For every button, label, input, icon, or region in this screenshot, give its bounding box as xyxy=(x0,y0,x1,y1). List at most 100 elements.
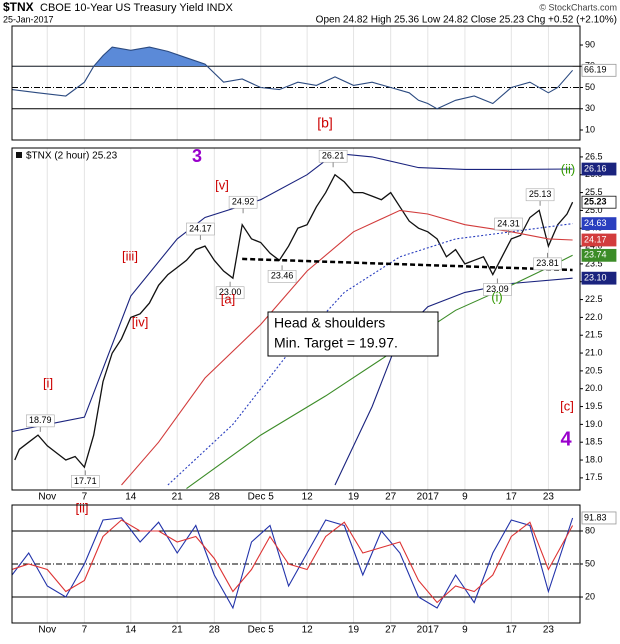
y-tick-label: 90 xyxy=(585,39,595,49)
wave-label: [iii] xyxy=(122,248,138,263)
x-tick-label: Dec 5 xyxy=(248,625,275,636)
y-tick-label: 20 xyxy=(585,591,595,601)
y-tick-label: 50 xyxy=(585,558,595,568)
x-tick-label: 17 xyxy=(506,625,518,636)
series-line xyxy=(12,517,574,610)
plot xyxy=(12,505,580,623)
end-tag xyxy=(581,248,617,262)
series-line xyxy=(12,519,574,604)
wave-label: [v] xyxy=(215,177,229,192)
wave-label: [ii] xyxy=(76,500,89,515)
series-line xyxy=(121,209,573,486)
x-tick-label: 17 xyxy=(506,492,518,503)
wave-label: (i) xyxy=(491,289,503,304)
symbol: $TNX xyxy=(3,0,34,14)
wave-label: 4 xyxy=(560,428,572,450)
end-tag xyxy=(581,217,617,231)
y-tick-label: 21.0 xyxy=(585,347,603,357)
end-tag-label: 23.74 xyxy=(584,250,607,260)
end-tag-label: 24.63 xyxy=(584,218,607,228)
end-tag-label: 23.10 xyxy=(584,273,607,283)
point-label-box xyxy=(533,257,562,271)
panel-frame xyxy=(11,147,581,491)
plot xyxy=(12,26,580,140)
panel-frame xyxy=(11,25,581,141)
point-label: 26.21 xyxy=(322,151,345,161)
x-tick-label: Dec 5 xyxy=(248,492,275,503)
y-tick-label: 50 xyxy=(585,82,595,92)
point-label-box xyxy=(228,195,258,209)
point-label-box xyxy=(26,414,55,428)
y-tick-label: 10 xyxy=(585,124,595,134)
y-tick-label: 30 xyxy=(585,103,595,113)
x-tick-label: 21 xyxy=(172,625,184,636)
wave-label: [c] xyxy=(560,398,574,413)
wave-label: 3 xyxy=(192,146,202,166)
y-tick-label: 22.5 xyxy=(585,294,603,304)
x-tick-label: 23 xyxy=(543,625,555,636)
x-tick-label: 2017 xyxy=(417,625,440,636)
x-tick-label: 9 xyxy=(462,492,468,503)
wave-label: [i] xyxy=(43,375,53,390)
point-label-box xyxy=(267,270,297,283)
wave-label: [iv] xyxy=(132,314,149,329)
x-tick-label: 19 xyxy=(348,492,360,503)
x-tick-label: 28 xyxy=(209,492,221,503)
point-label: 24.92 xyxy=(232,197,255,207)
y-tick-label: 23.5 xyxy=(585,258,603,268)
x-tick-label: 23 xyxy=(543,492,555,503)
point-label: 25.13 xyxy=(529,189,552,199)
point-label-box xyxy=(525,188,555,202)
end-tag xyxy=(581,511,617,525)
x-tick-label: 2017 xyxy=(417,492,440,503)
y-tick-label: 25.5 xyxy=(585,187,603,197)
point-label-box xyxy=(215,286,245,300)
y-tick-label: 19.5 xyxy=(585,401,603,411)
y-tick-label: 20.0 xyxy=(585,383,603,393)
overbought-fill xyxy=(12,47,573,67)
note-line: Min. Target = 19.97. xyxy=(274,335,398,351)
legend-label: $TNX (2 hour) 25.23 xyxy=(26,151,118,162)
point-label-box xyxy=(318,149,348,163)
x-tick-label: 14 xyxy=(125,625,137,636)
point-label: 18.79 xyxy=(29,415,52,425)
y-tick-label: 25.0 xyxy=(585,205,603,215)
end-tag xyxy=(581,233,617,247)
plot xyxy=(12,148,574,490)
x-tick-label: 27 xyxy=(385,625,397,636)
x-tick-label: 14 xyxy=(125,492,137,503)
x-tick-label: 19 xyxy=(348,625,360,636)
end-tag-label: 66.19 xyxy=(584,65,607,75)
end-tag xyxy=(581,162,617,176)
date: 25-Jan-2017 xyxy=(3,14,54,24)
end-tag xyxy=(581,195,617,209)
end-tag-label: 26.16 xyxy=(584,163,607,173)
y-tick-label: 20.5 xyxy=(585,365,603,375)
end-tag xyxy=(581,63,617,77)
note-box xyxy=(267,311,439,357)
point-label: 24.17 xyxy=(189,223,212,233)
neckline xyxy=(242,257,573,272)
x-tick-label: 21 xyxy=(172,492,184,503)
point-label: 17.71 xyxy=(74,476,97,486)
y-tick-label: 17.5 xyxy=(585,472,603,482)
end-tag-label: 24.17 xyxy=(584,234,607,244)
x-tick-label: Nov xyxy=(38,625,56,636)
point-label-box xyxy=(483,283,512,296)
x-tick-label: 12 xyxy=(302,625,314,636)
y-tick-label: 80 xyxy=(585,525,595,535)
wave-label: [b] xyxy=(317,115,333,131)
point-label-box xyxy=(71,475,100,488)
end-tag xyxy=(581,271,617,285)
point-label-box xyxy=(186,222,215,236)
legend-swatch xyxy=(16,152,22,158)
x-tick-label: 7 xyxy=(82,492,88,503)
x-tick-label: 7 xyxy=(82,625,88,636)
note-line: Head & shoulders xyxy=(274,315,385,331)
x-tick-label: 27 xyxy=(385,492,397,503)
x-tick-label: 9 xyxy=(462,625,468,636)
wave-label: [a] xyxy=(221,291,235,306)
series-line xyxy=(167,223,573,486)
y-tick-label: 18.5 xyxy=(585,437,603,447)
